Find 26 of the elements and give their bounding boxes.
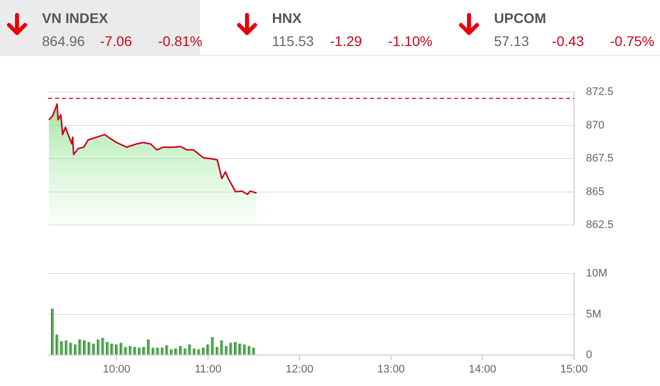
text: HNX [272, 10, 302, 26]
x-tick-label: 15:00 [560, 364, 588, 376]
text: -1.10% [388, 33, 432, 49]
x-tick-label: 12:00 [286, 364, 314, 376]
y-tick-label: 867.5 [586, 152, 614, 165]
text: -0.43 [552, 33, 584, 49]
y-tick-label: 862.5 [586, 219, 614, 232]
x-tick-label: 10:00 [102, 364, 130, 376]
x-tick-label: 11:00 [194, 364, 222, 376]
text: 864.96 [42, 33, 85, 49]
text: 57.13 [494, 33, 530, 49]
x-tick-label: 13:00 [377, 364, 405, 376]
text: -7.06 [100, 33, 132, 49]
text: UPCOM [494, 10, 546, 26]
text: -0.75% [610, 33, 654, 49]
x-tick-label: 14:00 [468, 364, 496, 376]
text: 115.53 [272, 33, 314, 49]
y-tick-label: 872.5 [586, 86, 614, 98]
text: -1.29 [330, 33, 362, 49]
y-tick-label: 865 [586, 186, 604, 198]
y-tick-label: 870 [586, 119, 604, 132]
text: -0.81% [158, 33, 202, 49]
y-tick-label: 0 [586, 349, 592, 362]
text: VN INDEX [42, 10, 108, 26]
y-tick-label: 5M [586, 308, 602, 320]
y-tick-label: 10M [586, 268, 608, 280]
